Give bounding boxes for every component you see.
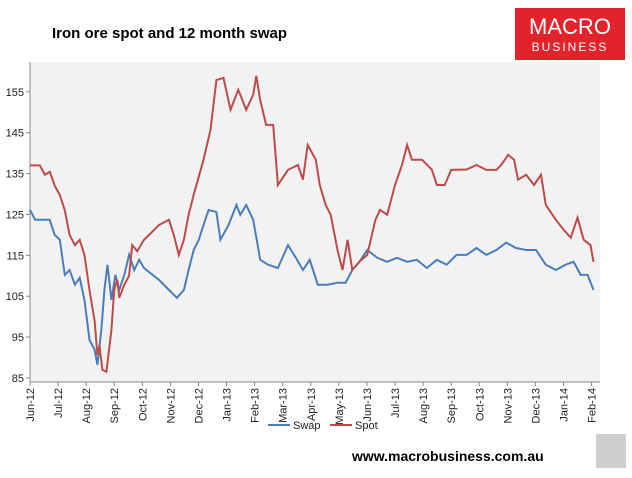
x-tick-label: Jul-12 (53, 388, 65, 418)
x-tick-label: Oct-12 (137, 388, 149, 421)
y-tick-label: 135 (6, 169, 24, 181)
x-tick-label: Mar-13 (278, 388, 290, 423)
y-tick-label: 95 (12, 332, 24, 344)
x-tick-label: Nov-13 (502, 388, 514, 423)
line (30, 75, 595, 374)
x-tick-label: Feb-13 (250, 388, 262, 423)
x-tick-label: Jul-13 (390, 388, 402, 418)
wolf-icon (596, 434, 626, 468)
x-tick-label: Jun-13 (362, 388, 374, 422)
y-tick-label: 145 (6, 128, 24, 140)
logo-box (515, 8, 625, 60)
x-tick-label: Jan-14 (558, 388, 570, 422)
x-tick-label: Dec-12 (193, 388, 205, 423)
x-tick-label: Sep-12 (109, 388, 121, 423)
x-tick-label: Apr-13 (306, 388, 318, 421)
x-tick-label: Oct-13 (474, 388, 486, 421)
x-tick-label: Feb-14 (587, 388, 599, 423)
x-tick-label: Aug-12 (81, 388, 93, 423)
x-tick-label: Aug-13 (418, 388, 430, 423)
x-tick-label: Dec-13 (530, 388, 542, 423)
x-tick-label: May-13 (334, 388, 346, 425)
y-tick-label: 115 (6, 250, 24, 262)
x-tick-label: Jan-13 (222, 388, 234, 422)
footer: www.macrobusiness.com.au (351, 448, 544, 464)
legend-label: Swap (293, 420, 321, 432)
y-tick-label: 105 (6, 291, 24, 303)
x-tick-label: Sep-13 (446, 388, 458, 423)
y-tick-label: 155 (6, 87, 24, 99)
x-tick-label: Nov-12 (165, 388, 177, 423)
line (29, 202, 595, 365)
chart-title: Iron ore spot and 12 month swap (52, 25, 287, 42)
plot-area (30, 62, 600, 382)
logo-text: MACRO (529, 14, 611, 39)
logo-text: BUSINESS (532, 40, 609, 54)
x-tick-label: Jun-12 (25, 388, 37, 422)
y-tick-label: 85 (12, 373, 24, 385)
legend-label: Spot (355, 420, 378, 432)
y-tick-label: 125 (6, 209, 24, 221)
